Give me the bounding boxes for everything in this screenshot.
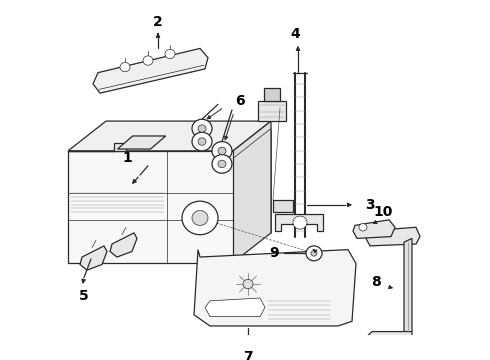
Circle shape — [165, 49, 175, 59]
Text: 5: 5 — [79, 289, 89, 303]
Circle shape — [198, 138, 206, 145]
Polygon shape — [404, 238, 412, 335]
Text: 8: 8 — [371, 275, 381, 289]
Circle shape — [311, 251, 317, 256]
Polygon shape — [366, 227, 420, 246]
Polygon shape — [110, 233, 137, 257]
Text: 10: 10 — [373, 205, 392, 219]
Polygon shape — [353, 220, 395, 238]
Circle shape — [359, 224, 367, 231]
Circle shape — [192, 132, 212, 151]
Text: 3: 3 — [365, 198, 375, 212]
Circle shape — [192, 119, 212, 138]
Circle shape — [198, 125, 206, 132]
Text: 9: 9 — [269, 246, 279, 260]
Polygon shape — [194, 249, 356, 326]
Circle shape — [218, 160, 226, 168]
Text: 7: 7 — [243, 350, 253, 360]
Polygon shape — [258, 100, 286, 121]
Circle shape — [143, 56, 153, 65]
Polygon shape — [273, 200, 293, 212]
Polygon shape — [275, 214, 323, 231]
Polygon shape — [80, 246, 107, 270]
Polygon shape — [118, 136, 166, 149]
Circle shape — [212, 141, 232, 160]
Text: 6: 6 — [235, 94, 245, 108]
Polygon shape — [264, 87, 280, 100]
Circle shape — [212, 154, 232, 173]
Polygon shape — [68, 151, 233, 263]
Polygon shape — [233, 121, 271, 263]
Polygon shape — [205, 298, 265, 317]
Polygon shape — [93, 49, 208, 93]
Circle shape — [120, 62, 130, 72]
Circle shape — [243, 279, 253, 289]
Text: 2: 2 — [153, 15, 163, 30]
Polygon shape — [368, 332, 412, 345]
Circle shape — [306, 246, 322, 261]
Circle shape — [293, 216, 307, 229]
Circle shape — [218, 147, 226, 154]
Polygon shape — [68, 121, 271, 151]
Circle shape — [192, 211, 208, 225]
Text: 4: 4 — [290, 27, 300, 41]
Text: 1: 1 — [122, 151, 132, 165]
Circle shape — [182, 201, 218, 235]
Polygon shape — [68, 143, 126, 151]
